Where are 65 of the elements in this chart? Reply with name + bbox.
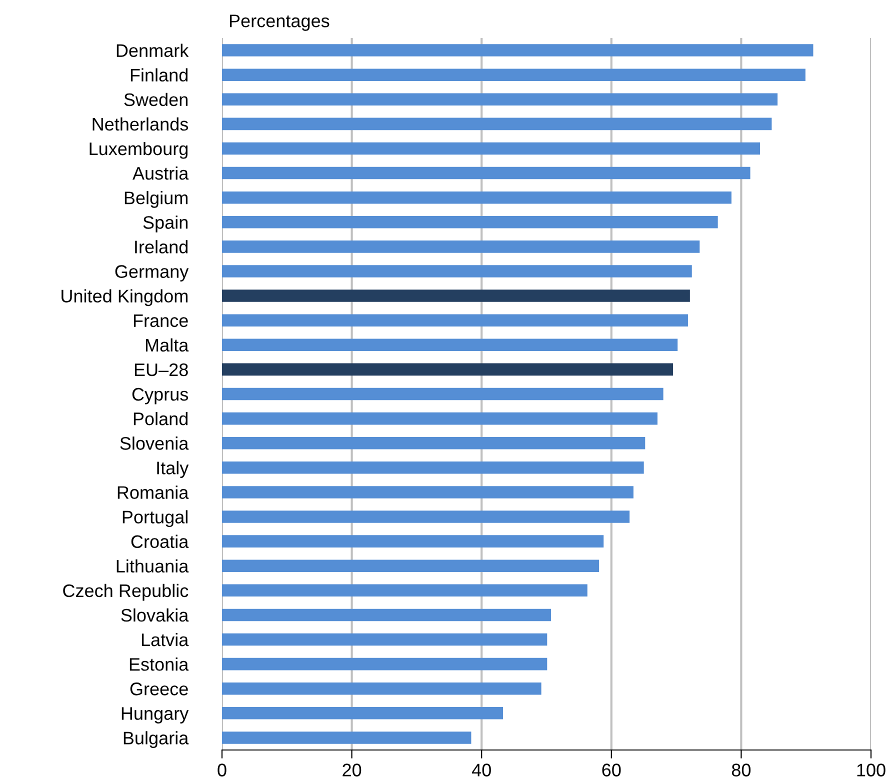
y-tick-label: Croatia — [131, 534, 189, 548]
bar — [222, 412, 658, 425]
bar — [222, 682, 542, 695]
y-tick-label: Malta — [146, 338, 189, 352]
y-tick-label: Hungary — [122, 707, 189, 724]
bar — [222, 314, 688, 326]
bar — [222, 510, 630, 523]
bar — [222, 388, 664, 400]
y-tick-label: Austria — [132, 166, 189, 180]
y-tick-label: Belgium — [124, 191, 188, 208]
y-tick-label: Spain — [143, 216, 188, 232]
bar — [222, 363, 674, 376]
bar — [222, 584, 588, 597]
y-tick-label: Lithuania — [116, 559, 189, 573]
y-tick-label: Germany — [115, 265, 189, 282]
y-tick-label: Poland — [134, 412, 188, 426]
bar — [222, 166, 750, 180]
bar — [222, 118, 772, 130]
x-tick-label: 80 — [732, 764, 751, 776]
y-tick-label: Cyprus — [132, 388, 188, 404]
bar — [222, 191, 732, 204]
x-tick-label: 20 — [342, 764, 362, 776]
bar — [222, 535, 604, 548]
y-tick-label: Sweden — [124, 92, 188, 106]
y-tick-label: EU–28 — [134, 363, 188, 376]
y-tick-label: France — [134, 314, 188, 328]
y-axis-title: Percentages — [230, 14, 330, 31]
y-tick-label: United Kingdom — [62, 289, 188, 306]
bar — [222, 216, 718, 228]
y-tick-label: Netherlands — [92, 117, 188, 131]
y-tick-label: Slovenia — [120, 436, 189, 450]
bar — [222, 436, 646, 450]
y-tick-label: Romania — [118, 486, 189, 499]
bar — [222, 240, 700, 253]
y-tick-label: Luxembourg — [90, 142, 188, 159]
x-tick-label: 60 — [602, 764, 621, 776]
y-tick-label: Italy — [157, 461, 189, 478]
bar — [222, 560, 600, 572]
bar — [222, 290, 690, 302]
bar — [222, 658, 548, 670]
bar — [222, 707, 504, 720]
y-tick-label: Finland — [130, 68, 188, 82]
y-tick-label: Latvia — [142, 632, 189, 646]
y-tick-label: Greece — [130, 682, 188, 696]
bar — [222, 44, 814, 56]
bar — [222, 338, 678, 352]
x-tick-label: 40 — [472, 764, 491, 776]
y-tick-label: Czech Republic — [63, 584, 188, 601]
y-tick-label: Slovakia — [121, 608, 189, 622]
bar — [222, 93, 778, 106]
bar — [222, 732, 472, 744]
bar — [222, 608, 552, 622]
x-tick-label: 0 — [218, 764, 226, 776]
bar — [222, 68, 806, 81]
bar — [222, 462, 644, 474]
bar — [222, 486, 634, 498]
bar — [222, 633, 548, 646]
y-tick-label: Ireland — [135, 240, 188, 254]
y-tick-label: Portugal — [122, 510, 188, 528]
y-tick-label: Denmark — [116, 44, 189, 57]
y-tick-label: Estonia — [130, 658, 189, 671]
y-tick-label: Bulgaria — [124, 731, 189, 748]
bar — [222, 265, 692, 278]
x-tick-label: 100 — [857, 764, 886, 776]
bar — [222, 142, 760, 155]
